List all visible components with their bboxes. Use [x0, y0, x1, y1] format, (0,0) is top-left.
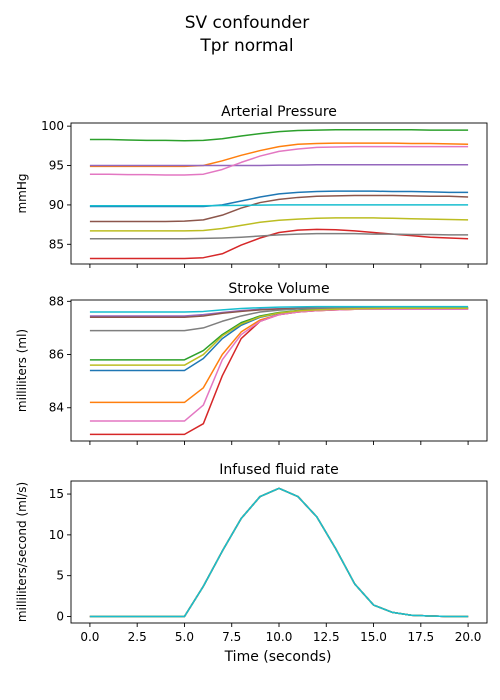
series-line-5: [89, 487, 469, 618]
series-line-1: [89, 487, 469, 618]
series-line-7: [89, 487, 469, 618]
series-line-2: [89, 142, 469, 168]
chart-panel-3: Infused fluid rate milliliters/second (ml…: [15, 462, 488, 644]
y-tick-label: 5: [56, 569, 64, 583]
y-tick-label: 100: [41, 119, 64, 133]
series-line-1: [89, 190, 469, 208]
series-line-10: [89, 487, 469, 618]
chart-title: Stroke Volume: [228, 281, 329, 297]
series-line-4: [89, 228, 469, 260]
series-line-9: [89, 217, 469, 232]
x-tick-label: 7.5: [222, 630, 241, 644]
y-tick-label: 95: [49, 159, 64, 173]
series-line-7: [89, 145, 469, 176]
y-axis-label: milliliters (ml): [15, 329, 29, 412]
x-tick-label: 5.0: [175, 630, 194, 644]
y-tick-label: 84: [49, 401, 64, 415]
series-line-7: [89, 308, 469, 422]
series-line-3: [89, 128, 469, 142]
x-axis-label: Time (seconds): [224, 649, 332, 665]
series-line-8: [89, 232, 469, 240]
x-tick-label: 10.0: [266, 630, 293, 644]
series-line-5: [89, 164, 469, 167]
y-tick-label: 88: [49, 294, 64, 308]
series-line-4: [89, 487, 469, 618]
series-line-4: [89, 308, 469, 436]
series-line-6: [89, 487, 469, 618]
series-group: [89, 128, 469, 260]
series-line-9: [89, 307, 469, 366]
y-tick-label: 85: [49, 237, 64, 251]
plot-frame: [70, 480, 488, 624]
series-line-6: [89, 194, 469, 223]
series-line-8: [89, 487, 469, 618]
x-tick-label: 12.5: [313, 630, 340, 644]
x-tick-label: 0.0: [80, 630, 99, 644]
chart-title: Arterial Pressure: [221, 104, 337, 120]
series-group: [89, 305, 469, 436]
y-tick-label: 86: [49, 348, 64, 362]
series-group: [89, 487, 469, 618]
chart-title: Infused fluid rate: [219, 462, 338, 478]
x-tick-label: 15.0: [360, 630, 387, 644]
series-line-9: [89, 487, 469, 618]
y-axis-label: mmHg: [15, 173, 29, 213]
y-tick-label: 90: [49, 198, 64, 212]
series-line-2: [89, 487, 469, 618]
figure-title-line-2: Tpr normal: [199, 36, 293, 56]
y-axis-label: milliliters/second (ml/s): [15, 482, 29, 622]
y-tick-label: 0: [56, 609, 64, 623]
chart-panel-2: Stroke Volume milliliters (ml) 84 86 88: [15, 281, 488, 445]
x-tick-label: 2.5: [128, 630, 147, 644]
series-line-10: [89, 305, 469, 313]
series-line-2: [89, 308, 469, 404]
y-tick-label: 10: [49, 528, 64, 542]
y-tick-label: 15: [49, 487, 64, 501]
series-line-10: [89, 204, 469, 207]
figure-title-line-1: SV confounder: [185, 13, 310, 33]
x-tick-label: 20.0: [455, 630, 482, 644]
chart-panel-1: Arterial Pressure mmHg 85 90 95 100: [15, 104, 488, 268]
x-tick-label: 17.5: [407, 630, 434, 644]
series-line-3: [89, 487, 469, 618]
